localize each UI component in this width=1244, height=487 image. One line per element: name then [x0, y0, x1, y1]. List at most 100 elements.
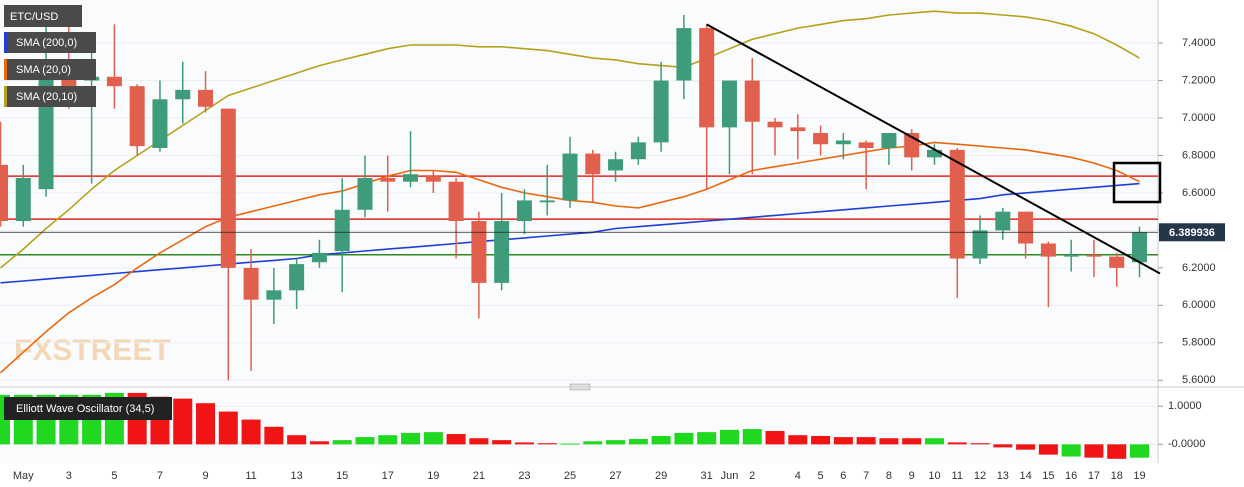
- oscillator-bar: [423, 432, 443, 445]
- oscillator-bar: [492, 440, 512, 445]
- legend-swatch: [4, 86, 7, 107]
- oscillator-bar: [719, 429, 739, 445]
- oscillator-bar: [218, 411, 238, 445]
- candle-body: [744, 80, 760, 122]
- candle-body: [129, 86, 145, 147]
- candle-body: [15, 177, 31, 222]
- oscillator-bar: [401, 432, 421, 445]
- x-tick-label: 15: [336, 470, 348, 482]
- oscillator-bar: [287, 435, 307, 445]
- oscillator-bar: [628, 439, 648, 445]
- candle-body: [972, 230, 988, 259]
- y-tick-label: 6.2000: [1182, 262, 1216, 274]
- legend-box[interactable]: [4, 59, 96, 80]
- x-tick-label: 29: [655, 470, 667, 482]
- oscillator-bar: [1016, 444, 1036, 450]
- candle-body: [289, 264, 305, 291]
- legend-box[interactable]: [4, 32, 96, 53]
- candle-body: [608, 159, 624, 171]
- candle-body: [0, 164, 8, 222]
- x-tick-label: May: [13, 470, 34, 482]
- oscillator-bar: [788, 435, 808, 445]
- y-tick-label: -0.0000: [1168, 438, 1205, 450]
- candle-body: [403, 174, 419, 182]
- oscillator-bar: [1084, 444, 1104, 458]
- candle-body: [585, 153, 601, 175]
- oscillator-bar: [173, 398, 193, 445]
- legend-label: SMA (20,10): [16, 91, 77, 103]
- oscillator-bar: [514, 442, 534, 445]
- oscillator-bar: [606, 440, 626, 445]
- candle-body: [175, 89, 191, 100]
- x-tick-label: 19: [427, 470, 439, 482]
- oscillator-bar: [1038, 444, 1058, 455]
- oscillator-bar: [970, 443, 990, 445]
- x-tick-label: 16: [1065, 470, 1077, 482]
- candle-body: [858, 142, 874, 148]
- candle-body: [380, 177, 396, 182]
- candle-body: [1018, 211, 1034, 244]
- watermark-group: FXSTREET: [14, 334, 171, 367]
- x-tick-label: 27: [609, 470, 621, 482]
- y-tick-label: 1.0000: [1168, 400, 1202, 412]
- oscillator-bar: [651, 435, 671, 445]
- price-label: 6.389936: [1169, 227, 1215, 239]
- candle-body: [926, 149, 942, 158]
- x-tick-label: 13: [291, 470, 303, 482]
- x-tick-label: 11: [245, 470, 256, 482]
- x-tick-label: 31: [701, 470, 713, 482]
- oscillator-bar: [583, 441, 603, 445]
- y-tick-label: 7.2000: [1182, 74, 1216, 86]
- price-tag: [1159, 223, 1225, 242]
- x-tick-label: 2: [749, 470, 755, 482]
- x-tick-label: 7: [863, 470, 869, 482]
- candle-body: [653, 80, 669, 143]
- oscillator-bar: [811, 435, 831, 445]
- pane-handle[interactable]: [569, 383, 591, 391]
- legend-box[interactable]: [4, 86, 96, 107]
- candle-body: [198, 89, 214, 107]
- x-tick-label: 13: [997, 470, 1009, 482]
- oscillator-bar: [196, 403, 216, 445]
- legend-box[interactable]: [4, 5, 82, 27]
- candle-body: [1109, 256, 1125, 268]
- oscillator-bar: [1061, 444, 1081, 457]
- price-pane: [0, 0, 1158, 384]
- candle-body: [243, 267, 259, 300]
- oscillator-bar: [241, 419, 261, 445]
- legend-label: SMA (200,0): [16, 37, 77, 49]
- oscillator-bar: [902, 438, 922, 445]
- y-tick-label: 5.8000: [1182, 337, 1216, 349]
- candle-body: [676, 28, 692, 81]
- legend-label: Elliott Wave Oscillator (34,5): [16, 403, 154, 415]
- candle-body: [1086, 254, 1102, 257]
- candle-body: [152, 99, 168, 148]
- oscillator-bar: [742, 429, 762, 445]
- oscillator-bar: [1130, 444, 1149, 458]
- x-tick-label: 4: [795, 470, 801, 482]
- x-tick-label: 5: [111, 470, 117, 482]
- sma-line: [0, 182, 1140, 284]
- candle-body: [1063, 254, 1079, 257]
- legend-symbol: ETC/USD: [10, 11, 58, 23]
- candle-body: [334, 209, 350, 252]
- candle-body: [721, 80, 737, 128]
- candle-body: [562, 153, 578, 201]
- oscillator-bar: [697, 432, 717, 445]
- legend-swatch: [4, 59, 7, 80]
- candle-body: [1040, 243, 1056, 257]
- candle-body: [539, 200, 555, 203]
- x-tick-label: 21: [473, 470, 485, 482]
- legend-swatch: [4, 32, 7, 53]
- y-tick-label: 6.6000: [1182, 187, 1216, 199]
- candle-body: [266, 290, 282, 300]
- candle-body: [790, 127, 806, 132]
- oscillator-bar: [947, 442, 967, 445]
- x-tick-label: 17: [1088, 470, 1100, 482]
- highlight-box: [1112, 161, 1162, 204]
- x-tick-label: 19: [1133, 470, 1145, 482]
- candle-body: [494, 221, 510, 283]
- legend-box[interactable]: [4, 397, 172, 420]
- y-tick-label: 5.6000: [1182, 374, 1216, 386]
